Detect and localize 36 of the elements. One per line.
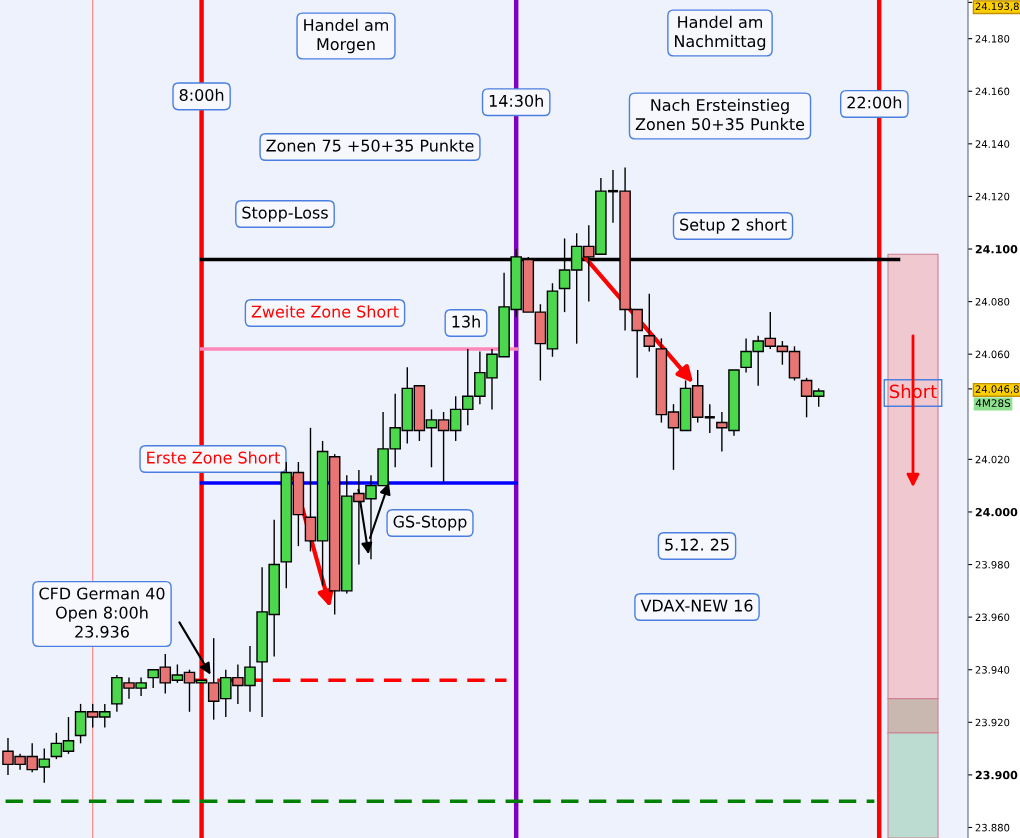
annotation: Handel am Morgen bbox=[304, 18, 389, 54]
y-tick-label: 24.080 bbox=[975, 297, 1010, 306]
y-tick-label: 24.100 bbox=[975, 244, 1018, 254]
ref-line-label: 22:00h bbox=[847, 96, 902, 109]
candlestick bbox=[703, 403, 717, 434]
y-tick-label: 24.140 bbox=[975, 140, 1010, 148]
y-tick-label: 23.960 bbox=[975, 613, 1010, 622]
y-tick-label: 24.000 bbox=[975, 507, 1018, 517]
annotation: 13h bbox=[452, 315, 480, 328]
annotation: VDAX-NEW 16 bbox=[640, 599, 753, 612]
y-tick-label: 24.160 bbox=[975, 87, 1010, 96]
ref-line-label: 8:00h bbox=[179, 88, 224, 101]
annotation: Setup 2 short bbox=[680, 218, 787, 234]
annotation: GS-Stopp bbox=[393, 515, 467, 531]
y-tick-label: 23.880 bbox=[975, 823, 1010, 832]
y-tick-label: 24.046,8 bbox=[975, 385, 1019, 394]
y-tick-label: 23.980 bbox=[975, 560, 1010, 569]
y-tick-label: 24.020 bbox=[975, 455, 1010, 464]
y-tick-label: 24.120 bbox=[975, 192, 1010, 201]
annotation: 5.12. 25 bbox=[665, 538, 729, 551]
annotation: Nach Ersteinstieg Zonen 50+35 Punkte bbox=[635, 98, 805, 131]
annotation: Zonen 75 +50+35 Punkte bbox=[266, 139, 474, 152]
annotation: CFD German 40 Open 8:00h 23.936 bbox=[39, 587, 165, 638]
annotation: Handel am Nachmittag bbox=[675, 15, 766, 51]
y-tick-label: 24.060 bbox=[975, 350, 1010, 359]
annotation: Stopp-Loss bbox=[242, 206, 328, 222]
annotation: Zweite Zone Short bbox=[251, 305, 399, 318]
text: 4M28S bbox=[975, 399, 1011, 408]
y-tick-label: 23.920 bbox=[975, 718, 1010, 727]
y-tick-label: 23.900 bbox=[975, 770, 1018, 780]
y-tick-label: 24.180 bbox=[975, 35, 1010, 43]
annotation: Erste Zone Short bbox=[147, 451, 280, 464]
ref-line-label: 14:30h bbox=[489, 94, 543, 107]
y-tick-label: 23.940 bbox=[975, 666, 1010, 674]
y-tick-label: 24.193,8 bbox=[975, 2, 1019, 12]
candlestick bbox=[643, 293, 656, 353]
